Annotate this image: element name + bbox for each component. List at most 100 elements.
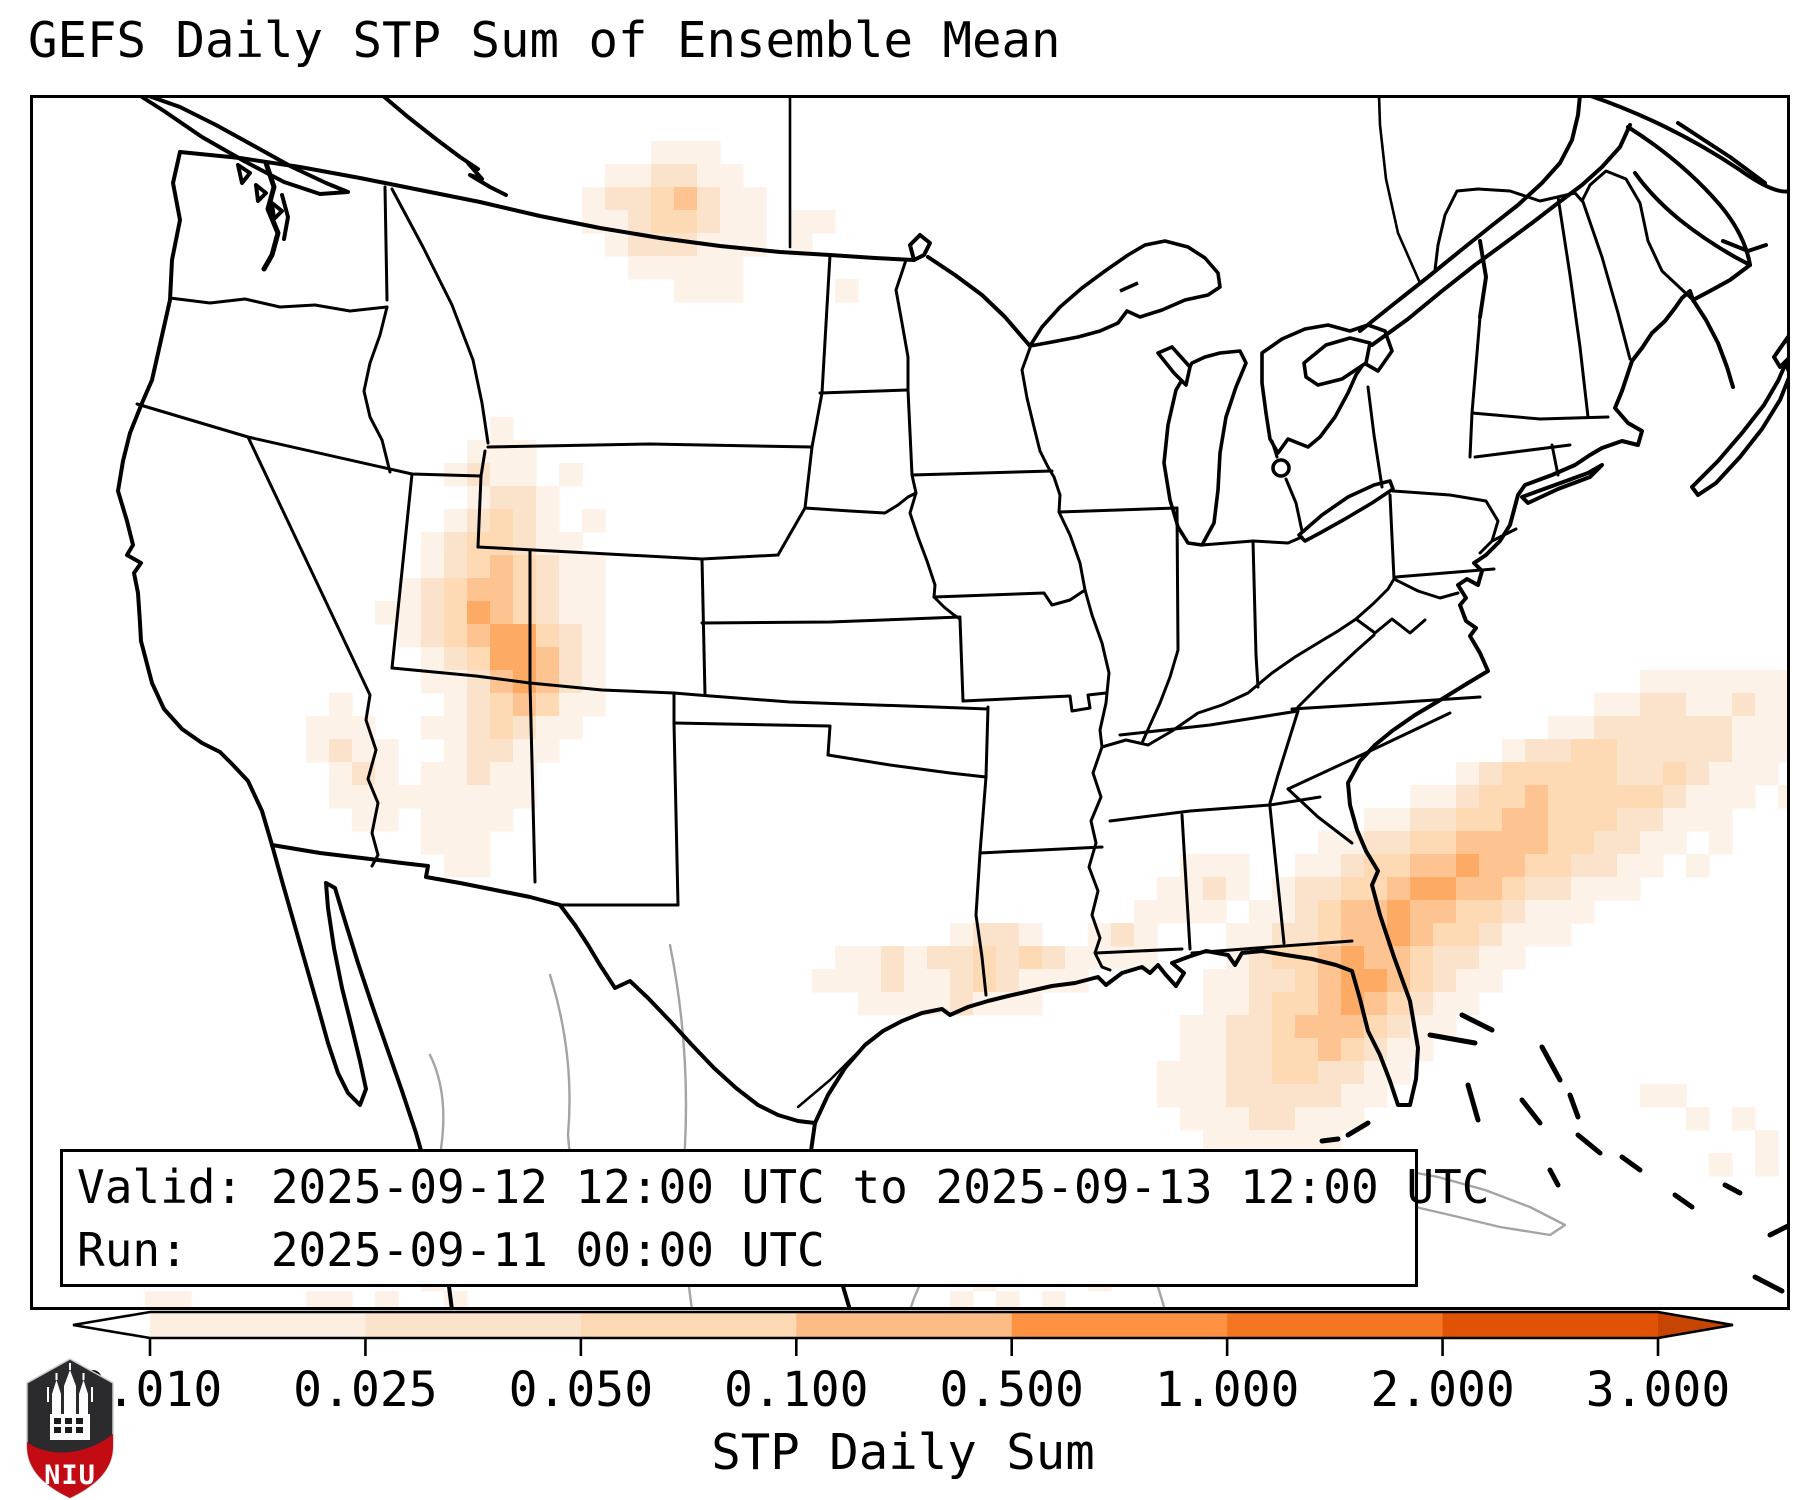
colorbar-segment: [365, 1312, 582, 1338]
ne-ks-border: [700, 615, 962, 625]
stp-cell: [513, 762, 537, 786]
stp-cell: [421, 808, 445, 832]
stp-cell: [490, 670, 514, 694]
stp-cell: [1249, 923, 1273, 947]
stp-cell: [1295, 1061, 1319, 1085]
stp-cell: [467, 693, 491, 717]
stp-cell: [513, 647, 537, 671]
stp-cell: [1341, 1038, 1365, 1062]
isle-royale: [1119, 281, 1139, 293]
mississippi-river-border: [1052, 475, 1111, 749]
stp-cell: [513, 509, 537, 533]
stp-cell: [1617, 785, 1641, 809]
stp-cell: [1364, 1084, 1388, 1108]
exuma: [1519, 1097, 1543, 1126]
stp-cell: [789, 233, 813, 257]
stp-cell: [1640, 670, 1664, 694]
stp-cell: [1594, 716, 1618, 740]
stp-cell: [1456, 854, 1480, 878]
stp-cell: [1686, 716, 1710, 740]
stp-cell: [398, 785, 422, 809]
niu-castle-spires: [47, 1363, 93, 1402]
stp-cell: [1203, 1015, 1227, 1039]
stp-cell: [1203, 877, 1227, 901]
inagua: [1672, 1192, 1695, 1210]
stp-cell: [1525, 739, 1549, 763]
lake-superior: [1028, 239, 1222, 348]
whidbey-island: [254, 183, 268, 203]
stp-cell: [375, 739, 399, 763]
stp-cell: [513, 693, 537, 717]
stp-cell: [1525, 923, 1549, 947]
nc-sc-border: [1286, 711, 1452, 791]
stp-cell: [1364, 808, 1388, 832]
stp-cell: [490, 440, 514, 464]
stp-cell: [1249, 969, 1273, 993]
ia-mo-border: [932, 588, 1087, 607]
san-juan-island: [236, 163, 252, 185]
stp-cell: [421, 624, 445, 648]
stp-cell: [375, 1291, 399, 1310]
stp-cell: [1640, 854, 1664, 878]
stp-cell: [329, 693, 353, 717]
map-frame: [30, 95, 1790, 1310]
mason-dixon-line: [1394, 567, 1496, 579]
stp-cell: [605, 233, 629, 257]
st-clair-detroit-rivers: [1270, 439, 1304, 533]
ca-nv-border: [246, 435, 380, 868]
stp-cell: [1341, 946, 1365, 970]
stp-cell: [720, 210, 744, 234]
stp-cell: [1272, 1015, 1296, 1039]
stp-cell: [1341, 1107, 1365, 1131]
stp-cell: [444, 762, 468, 786]
stp-cell: [1295, 877, 1319, 901]
stp-cell: [1318, 877, 1342, 901]
mn-sd-border: [906, 388, 918, 495]
stp-cell: [1226, 1061, 1250, 1085]
stp-cell: [1111, 946, 1135, 970]
lakes-layer: [1028, 239, 1395, 547]
stp-cell: [1249, 1107, 1273, 1131]
stp-cell: [536, 555, 560, 579]
stp-cell: [1226, 923, 1250, 947]
stp-cell: [1410, 900, 1434, 924]
stp-cell: [1594, 785, 1618, 809]
stp-cell: [1410, 854, 1434, 878]
stp-cell: [1479, 900, 1503, 924]
mn-red-river-border: [894, 258, 910, 392]
stp-cell: [1433, 831, 1457, 855]
baja-mexico-coast: [270, 843, 454, 1310]
stp-cell: [467, 831, 491, 855]
stp-cell: [467, 647, 491, 671]
stp-cell: [1456, 785, 1480, 809]
parallel-41n: [476, 545, 780, 561]
puget-island: [270, 201, 284, 221]
stp-cell: [1755, 693, 1779, 717]
ohio-river-border: [1100, 577, 1396, 749]
stp-cell: [559, 578, 583, 602]
stp-cell: [1295, 1038, 1319, 1062]
stp-cell: [352, 739, 376, 763]
figure-title: GEFS Daily STP Sum of Ensemble Mean: [28, 12, 1061, 69]
stp-cell: [674, 141, 698, 165]
stp-cell: [973, 946, 997, 970]
stp-cell: [1502, 854, 1526, 878]
in-oh-border: [1251, 539, 1260, 689]
stp-cell: [1295, 900, 1319, 924]
stp-cell: [1709, 785, 1733, 809]
colorbar-tick-label: 3.000: [1586, 1362, 1731, 1418]
stp-cell: [1272, 1084, 1296, 1108]
stp-cell: [1387, 854, 1411, 878]
stp-cell: [1387, 808, 1411, 832]
stp-cell: [1594, 762, 1618, 786]
stp-cell: [421, 831, 445, 855]
stp-cell: [444, 647, 468, 671]
stp-cell: [1617, 877, 1641, 901]
stp-cell: [1295, 854, 1319, 878]
stp-cell: [720, 187, 744, 211]
nv-ut-border: [390, 472, 414, 670]
stp-cell: [1364, 1061, 1388, 1085]
stp-cell: [927, 969, 951, 993]
texas-barrier-islands: [796, 1048, 862, 1109]
tx-la-border: [974, 851, 988, 997]
